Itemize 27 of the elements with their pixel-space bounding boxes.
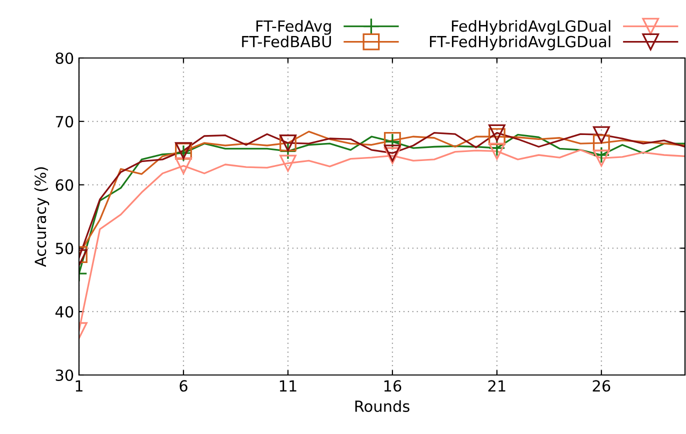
- point: [488, 140, 506, 156]
- x-tick-label: 26: [592, 380, 610, 392]
- y-tick-label: 60: [56, 179, 74, 191]
- legend-label: FT-FedBABU: [242, 36, 331, 48]
- y-tick-label: 30: [56, 369, 74, 382]
- x-tick-label: 1: [76, 380, 82, 392]
- legend-label: FT-FedHybridAvgLGDual: [430, 36, 610, 50]
- point: [279, 154, 296, 172]
- x-tick-label: 16: [384, 380, 402, 392]
- legend-label: FedHybridAvgLGDual: [452, 20, 610, 35]
- point: [488, 128, 506, 146]
- point: [592, 150, 610, 167]
- y-tick-label: 70: [56, 116, 74, 128]
- point: [488, 124, 506, 142]
- y-tick-label: 80: [56, 52, 74, 64]
- point: [175, 157, 192, 174]
- y-tick-label: 40: [55, 306, 74, 318]
- legend-label: FT-FedAvg: [256, 20, 331, 35]
- y-tick-label: 50: [56, 242, 74, 254]
- point: [488, 142, 506, 160]
- point: [592, 126, 610, 144]
- x-tick-label: 11: [280, 380, 296, 392]
- x-axis-title: Rounds: [355, 400, 410, 412]
- point: [279, 142, 296, 160]
- x-tick-label: 6: [180, 380, 188, 392]
- y-axis-title: Accuracy (%): [34, 167, 50, 267]
- x-tick-label: 21: [488, 380, 506, 392]
